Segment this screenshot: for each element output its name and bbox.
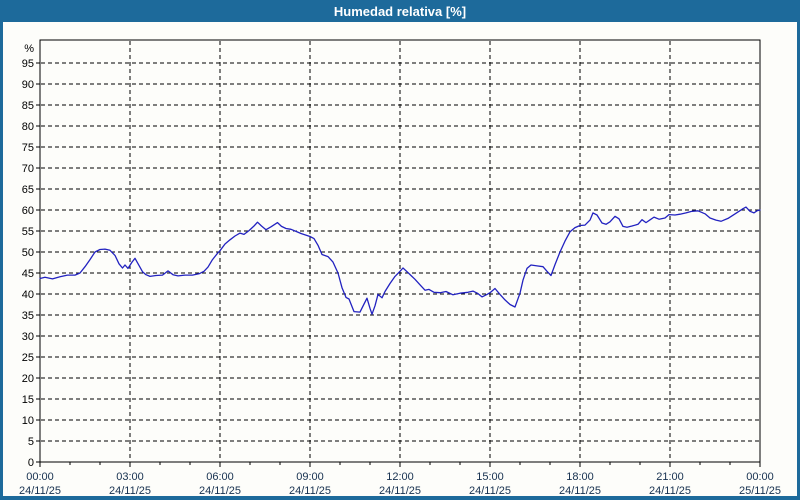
x-axis-labels: 00:00 24/11/25 03:00 24/11/25 06:00 24/11/25 0… — [19, 471, 781, 497]
humidity-line-chart: 05101520253035404550556065707580859095% … — [19, 39, 781, 497]
y-tick-label: 5 — [28, 436, 34, 448]
y-tick-label: 25 — [22, 352, 34, 364]
humidity-series-line — [39, 206, 761, 315]
chart-area: 0 5 10 15 20 25 30 35 40 45 50 55 60 65 70 75 80 85 90 95% … — [3, 22, 797, 497]
x-date-label: 24/11/25 — [199, 485, 241, 496]
y-tick-label: 90 — [22, 79, 34, 91]
x-date-label: 24/11/25 — [649, 485, 691, 496]
y-tick-label: 65 — [22, 184, 34, 196]
y-tick-label: 85 — [22, 100, 34, 112]
x-time-label: 09:00 — [296, 471, 324, 483]
window-title: Humedad relativa [%] — [333, 4, 467, 19]
y-unit-label: % — [24, 43, 34, 55]
x-time-label: 00:00 — [746, 471, 774, 483]
y-tick-label: 55 — [22, 226, 34, 238]
title-bar: Humedad relativa [%] — [0, 0, 800, 22]
x-date-label: 24/11/25 — [559, 485, 601, 496]
y-tick-label: 15 — [22, 394, 34, 406]
y-tick-label: 0 — [28, 457, 34, 469]
x-time-label: 03:00 — [116, 471, 144, 483]
y-tick-label: 75 — [22, 142, 34, 154]
y-tick-label: 80 — [22, 121, 34, 133]
x-time-label: 06:00 — [206, 471, 234, 483]
gridlines — [41, 41, 759, 461]
x-time-label: 00:00 — [26, 471, 54, 483]
x-time-label: 18:00 — [566, 471, 594, 483]
x-time-label: 21:00 — [656, 471, 684, 483]
y-tick-label: 50 — [22, 247, 34, 259]
x-date-label: 24/11/25 — [19, 485, 61, 496]
y-tick-label: 35 — [22, 310, 34, 322]
x-date-label: 25/11/25 — [739, 485, 781, 496]
x-date-label: 24/11/25 — [289, 485, 331, 496]
y-tick-label: 20 — [22, 373, 34, 385]
x-date-label: 24/11/25 — [379, 485, 421, 496]
y-tick-label: 40 — [22, 289, 34, 301]
y-tick-label: 70 — [22, 163, 34, 175]
x-time-label: 12:00 — [386, 471, 414, 483]
y-tick-label: 30 — [22, 331, 34, 343]
y-tick-label: 95 — [22, 58, 34, 70]
y-tick-label: 45 — [22, 268, 34, 280]
data-line — [39, 206, 761, 315]
axis-ticks — [36, 62, 761, 467]
x-date-label: 24/11/25 — [109, 485, 151, 496]
y-axis-labels: 0 5 10 15 20 25 30 35 40 45 50 55 60 65 70 75 80 85 90 95% — [22, 43, 34, 469]
x-time-label: 15:00 — [476, 471, 504, 483]
y-tick-label: 10 — [22, 415, 34, 427]
x-date-label: 24/11/25 — [469, 485, 511, 496]
y-tick-label: 60 — [22, 205, 34, 217]
